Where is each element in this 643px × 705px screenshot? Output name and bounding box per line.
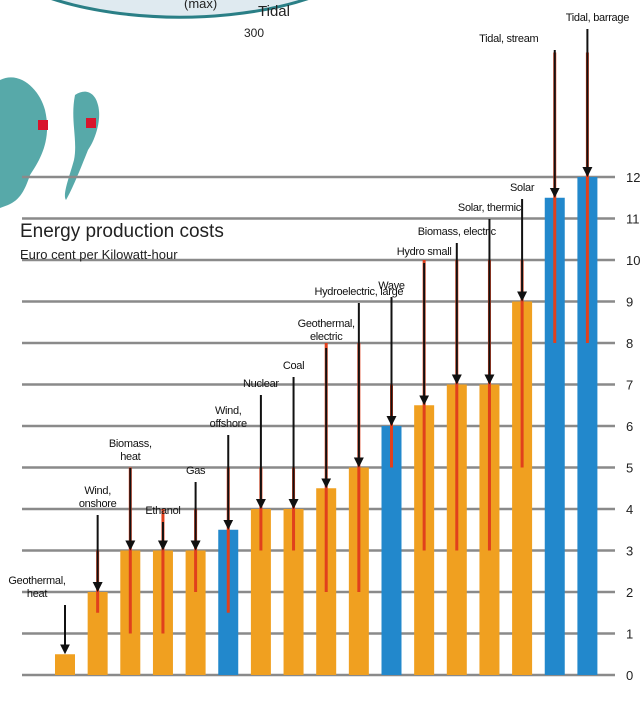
- map-marker: [38, 120, 48, 130]
- y-tick-label: 10: [626, 253, 640, 268]
- y-tick-label: 11: [626, 212, 640, 227]
- category-label: Wind, offshore: [209, 405, 247, 430]
- category-label: Tidal, stream: [479, 33, 539, 45]
- category-label: Tidal, barrage: [565, 12, 630, 24]
- bar: [577, 177, 598, 675]
- bar: [55, 654, 75, 675]
- y-tick-label: 12: [626, 170, 640, 185]
- category-label: Hydro small: [396, 246, 452, 258]
- category-label: Hydroelectric, large: [314, 286, 404, 298]
- category-label: Solar, thermic: [457, 202, 521, 214]
- y-tick-label: 7: [626, 378, 633, 393]
- y-tick-label: 4: [626, 502, 633, 517]
- y-tick-label: 8: [626, 336, 633, 351]
- map-marker: [86, 118, 96, 128]
- circle-fragment: [51, 0, 309, 19]
- bar: [544, 197, 565, 675]
- y-tick-label: 6: [626, 419, 633, 434]
- annotation: (max): [184, 0, 217, 11]
- y-tick-label: 5: [626, 461, 633, 476]
- category-label: Biomass, heat: [108, 438, 152, 463]
- category-label: Wave: [378, 280, 405, 292]
- y-tick-label: 3: [626, 544, 633, 559]
- category-label: Biomass, electric: [417, 226, 496, 238]
- chart-title: Energy production costs: [20, 221, 224, 242]
- island: [0, 77, 48, 208]
- bar: [250, 509, 271, 675]
- y-tick-label: 0: [626, 668, 633, 683]
- category-label: Solar: [510, 182, 535, 194]
- bar: [512, 301, 533, 675]
- y-tick-label: 9: [626, 295, 633, 310]
- category-label: Coal: [282, 360, 305, 372]
- chart-subtitle: Euro cent per Kilowatt-hour: [20, 247, 178, 262]
- category-label: Nuclear: [242, 378, 279, 390]
- island: [64, 91, 100, 200]
- annotation: Tidal: [258, 3, 290, 20]
- category-label: Geothermal, heat: [8, 575, 66, 600]
- bar: [283, 509, 304, 675]
- bar: [185, 550, 206, 675]
- bar: [87, 592, 108, 675]
- bar: [381, 426, 402, 675]
- category-label: Ethanol: [145, 505, 181, 517]
- y-tick-label: 1: [626, 627, 633, 642]
- annotation: 300: [244, 26, 264, 40]
- category-label: Wind, onshore: [78, 485, 117, 510]
- y-tick-label: 2: [626, 585, 633, 600]
- category-label: Geothermal, electric: [297, 318, 356, 343]
- category-label: Gas: [185, 465, 206, 477]
